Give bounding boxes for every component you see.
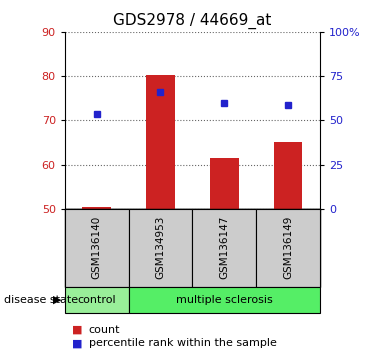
- Text: percentile rank within the sample: percentile rank within the sample: [89, 338, 277, 348]
- Title: GDS2978 / 44669_at: GDS2978 / 44669_at: [113, 13, 272, 29]
- Bar: [210, 158, 239, 209]
- Text: count: count: [89, 325, 120, 335]
- Text: GSM136147: GSM136147: [219, 216, 229, 280]
- Bar: [82, 207, 111, 209]
- Text: GSM136140: GSM136140: [92, 216, 102, 279]
- Text: ■: ■: [72, 338, 83, 348]
- Text: ■: ■: [72, 325, 83, 335]
- Bar: [274, 143, 303, 209]
- Bar: [146, 75, 175, 209]
- Text: disease state: disease state: [4, 295, 78, 305]
- Bar: [192, 209, 256, 287]
- Bar: [129, 209, 192, 287]
- Text: multiple sclerosis: multiple sclerosis: [176, 295, 273, 305]
- Text: GSM136149: GSM136149: [283, 216, 293, 280]
- Text: GSM134953: GSM134953: [155, 216, 165, 280]
- Bar: [65, 287, 129, 313]
- Text: ▶: ▶: [53, 295, 61, 305]
- Text: control: control: [77, 295, 116, 305]
- Bar: [65, 209, 129, 287]
- Bar: [129, 287, 320, 313]
- Bar: [256, 209, 320, 287]
